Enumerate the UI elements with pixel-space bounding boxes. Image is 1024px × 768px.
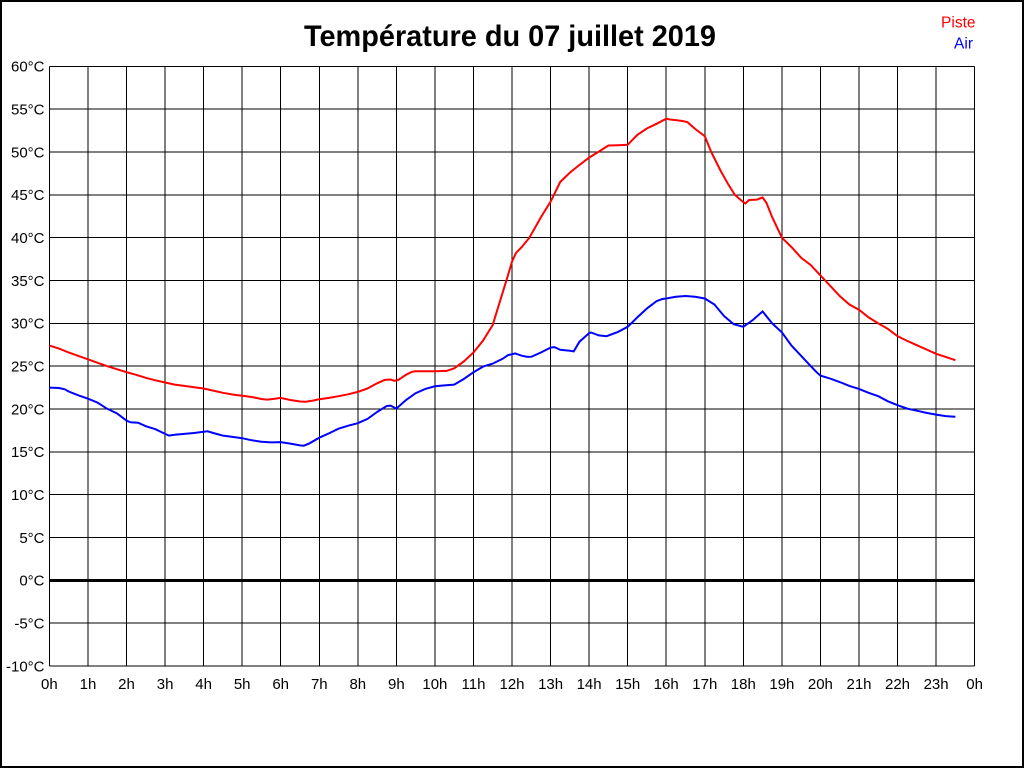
svg-text:5h: 5h [234,676,251,693]
svg-text:Température du 07 juillet 2019: Température du 07 juillet 2019 [304,20,716,53]
svg-text:3h: 3h [157,676,174,693]
svg-text:10h: 10h [422,676,447,693]
svg-text:45°C: 45°C [11,187,45,204]
svg-text:14h: 14h [577,676,602,693]
svg-text:2h: 2h [118,676,135,693]
svg-text:Air: Air [954,36,973,53]
svg-text:7h: 7h [311,676,328,693]
svg-text:18h: 18h [731,676,756,693]
svg-text:12h: 12h [499,676,524,693]
svg-text:1h: 1h [80,676,97,693]
svg-text:6h: 6h [272,676,289,693]
svg-text:8h: 8h [349,676,366,693]
svg-text:25°C: 25°C [11,359,45,376]
svg-text:5°C: 5°C [19,530,44,547]
svg-text:0h: 0h [966,676,983,693]
svg-text:-5°C: -5°C [14,616,44,633]
svg-text:20°C: 20°C [11,401,45,418]
svg-text:0h: 0h [41,676,58,693]
svg-text:4h: 4h [195,676,212,693]
svg-text:15°C: 15°C [11,444,45,461]
svg-text:16h: 16h [654,676,679,693]
svg-text:35°C: 35°C [11,273,45,290]
svg-text:30°C: 30°C [11,316,45,333]
svg-text:-10°C: -10°C [6,658,45,675]
svg-text:Piste: Piste [941,14,975,31]
svg-text:9h: 9h [388,676,405,693]
svg-text:40°C: 40°C [11,230,45,247]
svg-text:11h: 11h [462,676,486,693]
svg-text:15h: 15h [615,676,640,693]
svg-text:23h: 23h [924,676,949,693]
svg-text:0°C: 0°C [19,573,44,590]
svg-text:10°C: 10°C [11,487,45,504]
svg-text:55°C: 55°C [11,102,45,119]
svg-text:22h: 22h [885,676,910,693]
svg-text:21h: 21h [846,676,871,693]
svg-text:50°C: 50°C [11,144,45,161]
svg-text:20h: 20h [808,676,833,693]
svg-text:17h: 17h [692,676,717,693]
svg-text:60°C: 60°C [11,59,45,76]
svg-text:19h: 19h [769,676,794,693]
svg-text:13h: 13h [538,676,563,693]
